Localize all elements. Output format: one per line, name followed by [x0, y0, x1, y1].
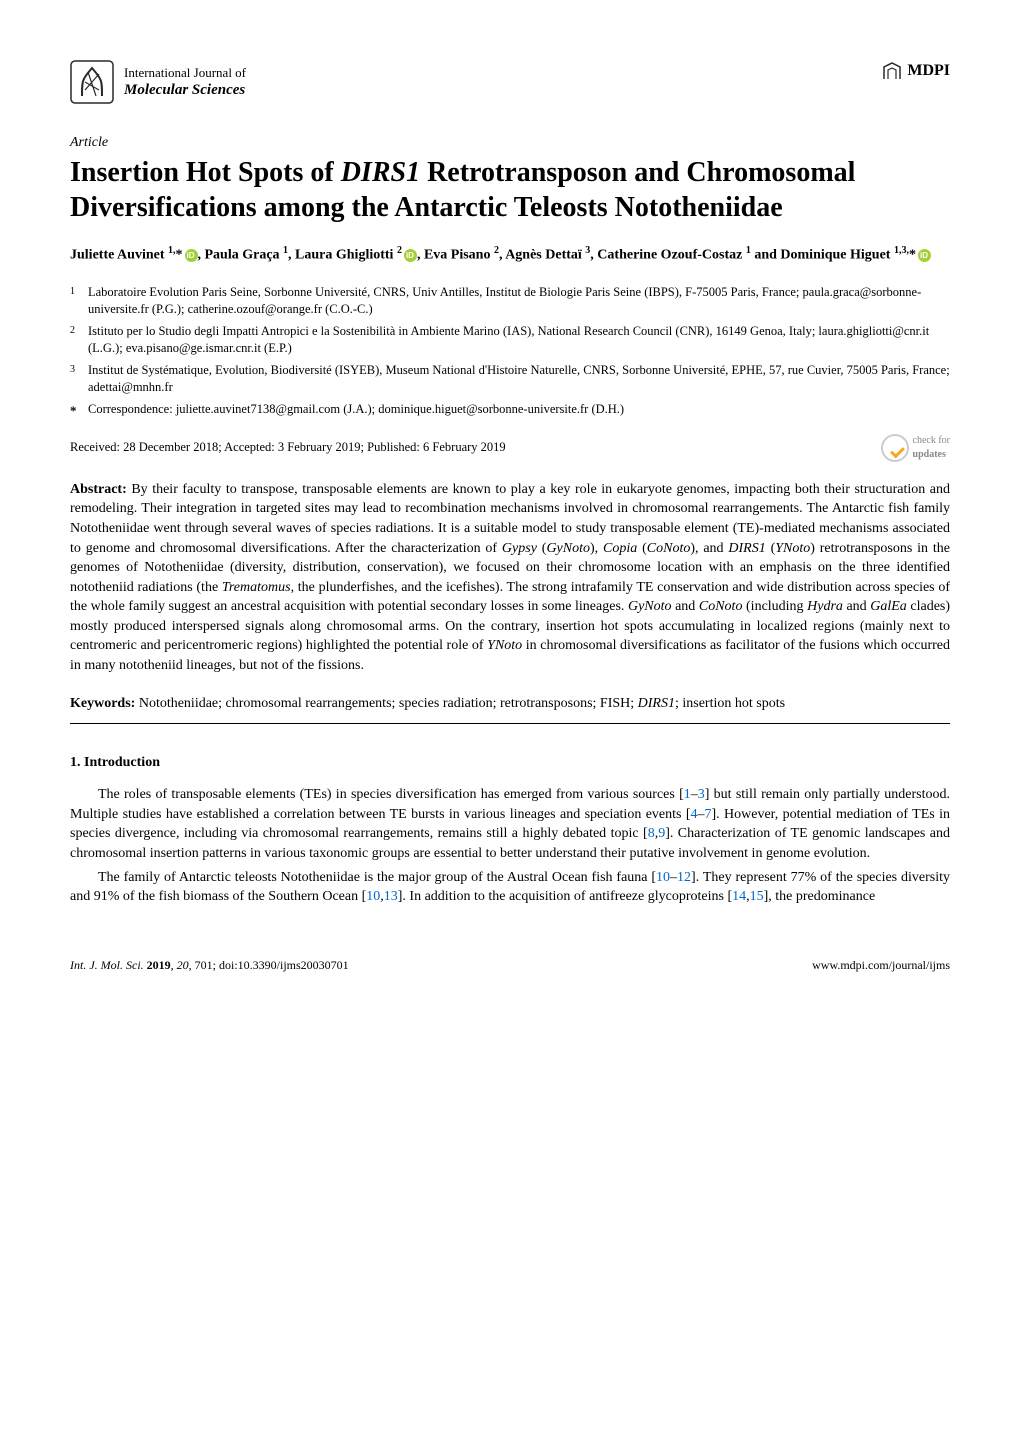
footer-citation-rest: 2019, 20, 701; doi:10.3390/ijms20030701	[147, 958, 349, 972]
keywords-label: Keywords:	[70, 696, 135, 711]
article-type: Article	[70, 134, 950, 153]
section-1-heading: 1. Introduction	[70, 754, 950, 773]
publisher-name: MDPI	[907, 60, 950, 82]
journal-name-line1: International Journal of	[124, 65, 246, 81]
title-seg-1: DIRS1	[341, 157, 420, 188]
affiliation-num: 2	[70, 323, 86, 358]
page-header: International Journal of Molecular Scien…	[70, 60, 950, 104]
author-list: Juliette Auvinet 1,*, Paula Graça 1, Lau…	[70, 243, 950, 266]
affiliation-item: 3 Institut de Systématique, Evolution, B…	[88, 362, 950, 397]
affiliation-text: Istituto per lo Studio degli Impatti Ant…	[88, 323, 950, 358]
keywords-block: Keywords: Nototheniidae; chromosomal rea…	[70, 694, 950, 714]
affiliation-num: 1	[70, 284, 86, 319]
intro-para-2: The family of Antarctic teleosts Notothe…	[70, 868, 950, 907]
check-updates-line1: check for	[913, 434, 950, 448]
affiliation-text: Institut de Systématique, Evolution, Bio…	[88, 362, 950, 397]
affiliations-block: 1 Laboratoire Evolution Paris Seine, Sor…	[70, 284, 950, 420]
journal-name: International Journal of Molecular Scien…	[124, 65, 246, 99]
check-updates-text: check for updates	[913, 434, 950, 461]
check-updates-line2: updates	[913, 448, 950, 462]
page-footer: Int. J. Mol. Sci. 2019, 20, 701; doi:10.…	[70, 957, 950, 973]
footer-journal-abbrev: Int. J. Mol. Sci.	[70, 958, 144, 972]
article-title: Insertion Hot Spots of DIRS1 Retrotransp…	[70, 155, 950, 225]
intro-para-1: The roles of transposable elements (TEs)…	[70, 785, 950, 863]
journal-block: International Journal of Molecular Scien…	[70, 60, 246, 104]
affiliation-item: 2 Istituto per lo Studio degli Impatti A…	[88, 323, 950, 358]
abstract-block: Abstract: By their faculty to transpose,…	[70, 480, 950, 676]
check-updates-icon	[881, 434, 909, 462]
abstract-label: Abstract:	[70, 482, 127, 497]
publication-dates: Received: 28 December 2018; Accepted: 3 …	[70, 439, 506, 456]
correspondence-item: * Correspondence: juliette.auvinet7138@g…	[88, 401, 950, 420]
footer-citation: Int. J. Mol. Sci. 2019, 20, 701; doi:10.…	[70, 957, 349, 973]
abstract-text: By their faculty to transpose, transposa…	[70, 482, 950, 673]
affiliation-text: Laboratoire Evolution Paris Seine, Sorbo…	[88, 284, 950, 319]
journal-name-line2: Molecular Sciences	[124, 81, 246, 99]
correspondence-marker: *	[70, 401, 86, 420]
affiliation-item: 1 Laboratoire Evolution Paris Seine, Sor…	[88, 284, 950, 319]
publisher-logo: MDPI	[881, 60, 950, 82]
check-updates-badge[interactable]: check for updates	[881, 434, 950, 462]
title-seg-0: Insertion Hot Spots of	[70, 157, 341, 188]
affiliation-num: 3	[70, 362, 86, 397]
journal-logo-icon	[70, 60, 114, 104]
dates-row: Received: 28 December 2018; Accepted: 3 …	[70, 434, 950, 462]
footer-url[interactable]: www.mdpi.com/journal/ijms	[812, 957, 950, 973]
mdpi-icon	[881, 60, 903, 82]
section-divider	[70, 723, 950, 724]
keywords-text: Nototheniidae; chromosomal rearrangement…	[135, 696, 785, 711]
correspondence-text: Correspondence: juliette.auvinet7138@gma…	[88, 401, 950, 420]
